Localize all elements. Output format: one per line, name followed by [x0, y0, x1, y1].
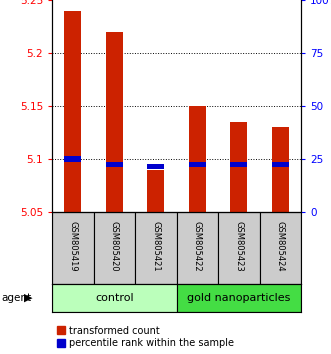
Bar: [65, 11, 81, 212]
Text: GSM805423: GSM805423: [234, 221, 243, 272]
Text: control: control: [95, 293, 134, 303]
Bar: [230, 122, 247, 212]
Bar: [93, 212, 135, 284]
Text: GSM805424: GSM805424: [276, 221, 285, 272]
Text: ▶: ▶: [24, 293, 33, 303]
Bar: [135, 212, 176, 284]
Text: GSM805419: GSM805419: [68, 221, 77, 272]
Text: GSM805420: GSM805420: [110, 221, 119, 272]
Legend: transformed count, percentile rank within the sample: transformed count, percentile rank withi…: [57, 326, 234, 348]
Bar: [176, 212, 218, 284]
Bar: [106, 32, 122, 212]
Bar: [176, 284, 301, 312]
Bar: [272, 127, 289, 212]
Text: GSM805421: GSM805421: [151, 221, 160, 272]
Bar: [189, 106, 206, 212]
Bar: [106, 162, 122, 167]
Bar: [147, 170, 164, 212]
Text: gold nanoparticles: gold nanoparticles: [187, 293, 290, 303]
Text: GSM805422: GSM805422: [193, 221, 202, 272]
Bar: [218, 212, 260, 284]
Bar: [52, 284, 176, 312]
Bar: [147, 164, 164, 169]
Bar: [52, 212, 93, 284]
Bar: [260, 212, 301, 284]
Bar: [230, 162, 247, 167]
Bar: [189, 162, 206, 167]
Bar: [65, 156, 81, 162]
Bar: [272, 162, 289, 167]
Text: agent: agent: [2, 293, 32, 303]
